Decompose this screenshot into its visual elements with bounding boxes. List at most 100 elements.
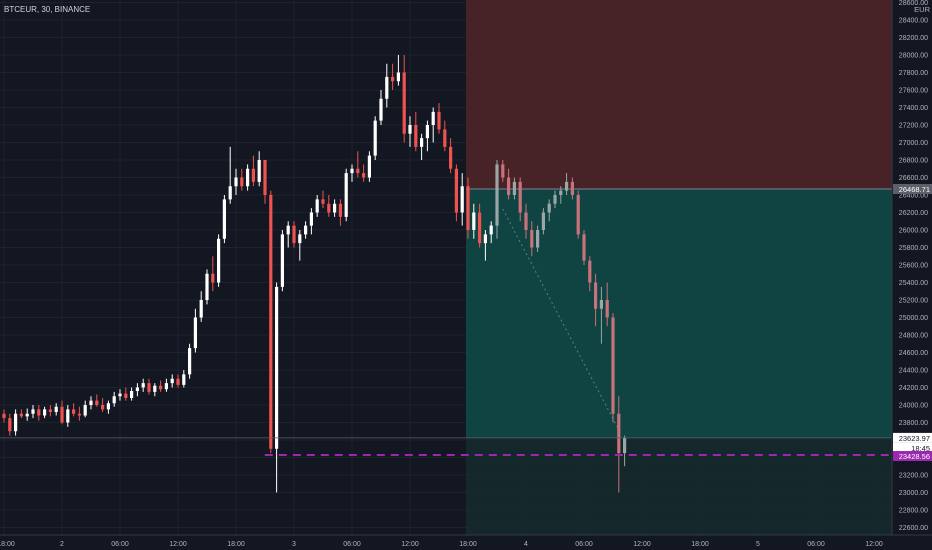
candle: [385, 63, 389, 108]
candle: [170, 374, 174, 388]
candle-body: [309, 212, 313, 226]
candle-body: [95, 400, 99, 405]
candle: [101, 398, 105, 412]
time-tick-label: 18:00: [227, 541, 245, 548]
candle: [199, 291, 203, 322]
candle: [338, 199, 342, 226]
candle-body: [356, 168, 360, 174]
candle: [541, 208, 545, 235]
price-tick-label: 24400.00: [899, 368, 928, 375]
price-tick-label: 26000.00: [899, 228, 928, 235]
last-price-tag-text: 23623.97: [899, 434, 930, 443]
candle-body: [182, 374, 186, 385]
candle-body: [570, 181, 574, 195]
candle: [48, 405, 52, 417]
candle-body: [478, 212, 482, 244]
candle: [373, 116, 377, 160]
candle: [553, 190, 557, 209]
candle: [257, 151, 261, 187]
price-tick-label: 27400.00: [899, 105, 928, 112]
time-tick-label: 12:00: [865, 541, 883, 548]
candle-body: [379, 98, 383, 121]
level-price-tag: 23428.56: [893, 451, 932, 462]
candle: [483, 230, 487, 261]
price-tick-label: 27000.00: [899, 140, 928, 147]
candle: [31, 405, 35, 419]
candle: [518, 177, 522, 222]
time-tick-label: 06:00: [111, 541, 129, 548]
candle-body: [66, 409, 70, 423]
candle-body: [350, 168, 354, 174]
candle: [66, 405, 70, 427]
candle: [153, 383, 157, 397]
candle: [8, 413, 12, 436]
candle-body: [130, 391, 134, 398]
candle-body: [72, 409, 76, 414]
candle-body: [541, 212, 545, 230]
price-tick-label: 23800.00: [899, 420, 928, 427]
candle: [118, 389, 122, 401]
price-tick-label: 24600.00: [899, 350, 928, 357]
entry-price-tag-text: 26468.71: [899, 185, 930, 194]
candle-body: [106, 403, 110, 410]
candle: [60, 400, 64, 425]
candle: [507, 168, 511, 200]
candle: [141, 378, 145, 392]
take-profit-zone[interactable]: [466, 188, 892, 438]
candle-body: [524, 212, 528, 230]
candle-series: [2, 55, 627, 493]
last-price-tag-bg: [893, 432, 932, 443]
candle: [495, 160, 499, 239]
candle-body: [507, 177, 511, 195]
candle-body: [286, 225, 290, 235]
price-tick-label: 25200.00: [899, 298, 928, 305]
candle-body: [101, 405, 105, 410]
candle-body: [338, 203, 342, 217]
candle-body: [159, 385, 163, 390]
candle-body: [257, 160, 261, 182]
candle-body: [431, 111, 435, 125]
time-tick-label: 3: [292, 541, 296, 548]
candle-body: [37, 409, 41, 416]
price-tick-label: 24800.00: [899, 333, 928, 340]
candle: [466, 177, 470, 239]
candle-body: [176, 378, 180, 385]
price-tick-label: 25800.00: [899, 245, 928, 252]
time-axis[interactable]: 18:00 2 06:00 12:00 18:00 3 06:00 12:00 18:00 4 06…: [0, 534, 932, 550]
candle: [582, 230, 586, 265]
candle: [501, 160, 505, 182]
price-tick-label: 27600.00: [899, 88, 928, 95]
candle-body: [565, 181, 569, 191]
candle: [431, 107, 435, 143]
price-tick-label: 26400.00: [899, 193, 928, 200]
stop-loss-zone[interactable]: [466, 0, 892, 189]
candle-body: [275, 286, 279, 449]
candle: [77, 406, 81, 421]
candle: [391, 63, 395, 90]
candle-body: [222, 199, 226, 239]
time-tick-label: 06:00: [343, 541, 361, 548]
candle: [425, 120, 429, 152]
candle: [408, 116, 412, 147]
candle: [472, 203, 476, 239]
candle: [130, 387, 134, 401]
candle: [367, 151, 371, 182]
candle: [14, 409, 18, 436]
candle-body: [605, 300, 609, 318]
time-tick-label: 12:00: [633, 541, 651, 548]
candle: [565, 173, 569, 195]
candle-body: [89, 400, 93, 405]
candle-body: [14, 413, 18, 432]
candle: [228, 146, 232, 204]
candle: [594, 273, 598, 327]
candle-body: [344, 173, 348, 217]
candle: [106, 400, 110, 414]
candle-body: [373, 120, 377, 156]
time-tick-label: 18:00: [691, 541, 709, 548]
candle: [193, 308, 197, 353]
price-tick-label: 24000.00: [899, 403, 928, 410]
candle-body: [8, 418, 12, 432]
candle: [280, 230, 284, 292]
candle-body: [425, 125, 429, 139]
